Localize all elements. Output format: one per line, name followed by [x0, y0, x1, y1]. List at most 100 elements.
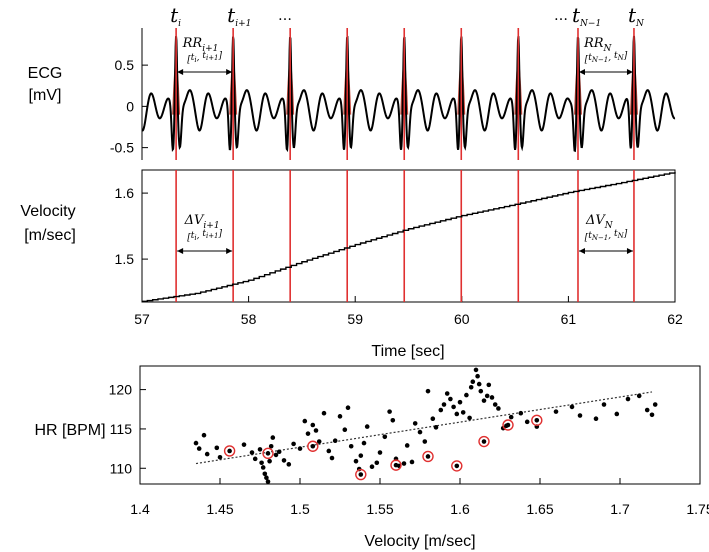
- scatter-point-32: [332, 438, 338, 444]
- scatter-point-40: [361, 440, 367, 446]
- scatter-point-2: [201, 432, 207, 438]
- scatter-point-3: [204, 451, 210, 457]
- scatter-point-67: [464, 392, 469, 398]
- scatter-point-47: [390, 417, 396, 423]
- scatter-point-70: [470, 379, 476, 385]
- scatter-highlight-point-2: [310, 443, 316, 449]
- scatter-point-56: [425, 388, 431, 394]
- ellipsis-left: …: [278, 8, 292, 24]
- scatter-point-36: [348, 443, 354, 449]
- scatter-highlight-point-0: [227, 448, 232, 454]
- scatter-point-62: [448, 396, 453, 402]
- velocity-ylabel-line-1: Velocity: [20, 203, 75, 220]
- scatter-xtick-label-1: 1.45: [206, 501, 233, 517]
- velocity-dv-annotations: ΔVi+1[ti, ti+1] ΔVN[tN−1, tN]: [177, 213, 633, 254]
- scatter-point-69: [468, 384, 474, 390]
- ellipsis-right: …: [554, 8, 568, 24]
- rr-arrow-0-head-left: [177, 69, 184, 75]
- scatter-point-30: [326, 448, 332, 454]
- scatter-point-95: [644, 407, 650, 413]
- scatter-point-6: [241, 442, 247, 447]
- scatter-point-25: [305, 431, 311, 436]
- scatter-highlight-point-5: [425, 454, 431, 459]
- rr-label-1: RRN: [583, 36, 613, 54]
- scatter-point-91: [601, 402, 607, 407]
- scatter-point-73: [476, 381, 482, 387]
- scatter-point-26: [310, 422, 316, 428]
- scatter-point-5: [217, 454, 223, 460]
- scatter-xticks: 1.4 1.45 1.5 1.55 1.6 1.65 1.7 1.75: [130, 478, 709, 517]
- scatter-point-21: [286, 462, 292, 467]
- scatter-highlight-ring-6: [451, 460, 463, 472]
- scatter-point-92: [614, 411, 620, 417]
- scatter-point-96: [649, 412, 655, 418]
- scatter-xtick-label-3: 1.55: [366, 501, 393, 517]
- rr-arrow-1-head-left: [578, 69, 585, 75]
- velocity-ytick-label-1: 1.5: [115, 251, 135, 267]
- dv-interval-0: [ti, ti+1]: [187, 229, 222, 243]
- scatter-point-23: [297, 446, 303, 451]
- scatter-point-80: [496, 406, 501, 411]
- ecg-peak-label-1: ti+1: [227, 3, 251, 29]
- scatter-point-29: [321, 410, 327, 416]
- scatter-point-46: [387, 409, 392, 414]
- scatter-ytick-label-2: 120: [109, 382, 133, 398]
- ecg-signal-line: [141, 35, 676, 153]
- scatter-highlight-ring-5: [422, 450, 434, 463]
- scatter-point-13: [264, 475, 269, 481]
- scatter-point-66: [460, 410, 466, 415]
- scatter-point-1: [196, 446, 202, 451]
- scatter-point-22: [291, 441, 296, 447]
- velocity-xlabel: Time [sec]: [371, 343, 444, 360]
- velocity-peak-markers: [175, 170, 635, 302]
- scatter-highlight-point-4: [393, 462, 399, 468]
- ecg-ytick-label-0: 0.5: [115, 57, 135, 73]
- scatter-highlight-point-1: [265, 451, 271, 456]
- velocity-step-line: [142, 171, 676, 303]
- scatter-point-74: [478, 388, 484, 394]
- rr-arrow-0-head-right: [226, 69, 233, 75]
- scatter-point-57: [430, 416, 436, 422]
- velocity-xtick-label-2: 59: [347, 311, 363, 327]
- scatter-point-53: [412, 421, 418, 426]
- ecg-peak-labels: ti ti+1 tN−1 tN: [170, 3, 645, 29]
- scatter-point-84: [518, 410, 524, 416]
- scatter-point-54: [417, 429, 423, 435]
- scatter-point-19: [276, 449, 282, 455]
- scatter-point-83: [508, 414, 514, 420]
- scatter-point-59: [438, 407, 444, 413]
- scatter-xtick-label-0: 1.4: [130, 501, 150, 517]
- scatter-xtick-label-7: 1.75: [686, 501, 709, 517]
- scatter-point-8: [252, 456, 258, 462]
- velocity-xtick-label-3: 60: [454, 311, 470, 327]
- scatter-point-87: [553, 409, 559, 414]
- scatter-ytick-label-0: 110: [110, 460, 133, 476]
- scatter-point-12: [262, 471, 268, 477]
- scatter-point-75: [481, 398, 487, 403]
- ecg-peak-label-3: tN: [628, 3, 645, 29]
- scatter-yticks: 110 115 120: [109, 382, 146, 476]
- scatter-highlight-ring-3: [355, 468, 367, 481]
- scatter-highlight-point-3: [358, 472, 364, 477]
- scatter-point-18: [273, 452, 279, 458]
- scatter-ytick-label-1: 115: [110, 421, 133, 437]
- rr-label-0: RRi+1: [182, 36, 219, 54]
- scatter-point-34: [342, 427, 348, 433]
- scatter-point-17: [270, 435, 276, 440]
- scatter-point-31: [329, 455, 335, 461]
- scatter-point-90: [593, 416, 599, 422]
- scatter-point-42: [369, 464, 375, 469]
- ecg-yticks: 0.5 0 -0.5: [110, 57, 148, 156]
- scatter-point-44: [377, 450, 383, 455]
- ecg-ylabel-line-2: [mV]: [29, 87, 62, 104]
- scatter-point-39: [358, 453, 364, 458]
- dv-arrow-0-head-left: [177, 248, 184, 254]
- scatter-highlight-point-7: [481, 439, 487, 444]
- scatter-point-0: [193, 440, 199, 446]
- scatter-xtick-label-4: 1.6: [450, 501, 470, 517]
- scatter-highlight-point-8: [505, 422, 511, 428]
- scatter-highlight-ring-0: [223, 445, 236, 457]
- velocity-xtick-label-0: 57: [134, 311, 150, 327]
- scatter-point-77: [486, 382, 492, 388]
